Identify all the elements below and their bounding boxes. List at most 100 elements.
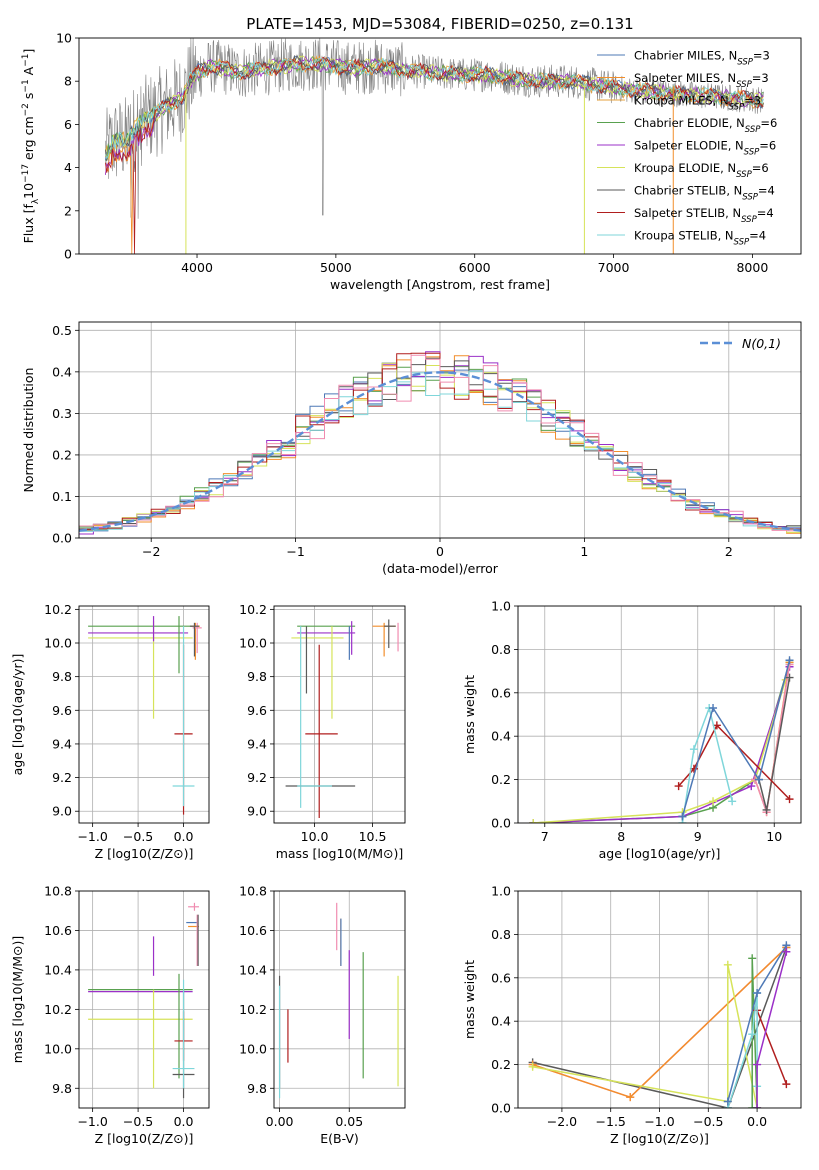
chart-residuals: −2 −1 0 1 2 0.0 0.1 0.2 0.3 0.4 0.5 (data-model)/er…	[21, 321, 802, 576]
chart-age_vs_Z: −1.0 −0.5 0.0 9.0 9.2 9.4 9.6 9.8 10.0 10.2 Z [log…	[10, 602, 210, 861]
y-tick-label: 0.6	[491, 970, 511, 985]
y-tick-label: 10.0	[44, 636, 72, 651]
weight-point-marker	[785, 673, 794, 682]
legend-entry-label: Chabrier STELIB, NSSP=4	[634, 184, 775, 203]
y-tick-label: 0.5	[52, 323, 72, 338]
chart-spectrum: 4000 5000 6000 7000 8000 0 2 4 6 8 10 wavelength [A…	[21, 31, 802, 292]
y-axis-label-part: ]	[21, 49, 36, 54]
legend-label-suffix: =3	[753, 49, 770, 63]
x-tick-label: 8	[617, 829, 625, 844]
errorbar-point	[305, 644, 338, 818]
weight-series	[529, 658, 794, 823]
x-tick-label: 0.0	[174, 829, 194, 844]
weight-point-marker	[753, 988, 762, 997]
weight-point-marker	[723, 1097, 732, 1106]
legend-label-sub: SSP	[745, 125, 761, 135]
y-tick-label: 10.0	[239, 636, 267, 651]
plot-area	[79, 322, 801, 538]
errorbar-point	[384, 619, 396, 649]
y-tick-label: 10.8	[239, 884, 267, 899]
chart-mass_vs_Z: −1.0 −0.5 0.0 9.8 10.0 10.2 10.4 10.6 10.8 Z [log…	[10, 884, 210, 1146]
chart-weight_vs_age: 7 8 9 10 0.0 0.2 0.4 0.6 0.8 1.0 age [log10(age/yr…	[462, 599, 802, 861]
legend-label-main: Kroupa ELODIE, N	[634, 161, 736, 175]
legend-label-suffix: =6	[760, 116, 777, 130]
figure-title: PLATE=1453, MJD=53084, FIBERID=0250, z=0…	[246, 15, 633, 33]
y-tick-label: 0.0	[52, 531, 72, 546]
legend-entry-label: N(0,1)	[742, 336, 781, 351]
x-tick-label: 0.05	[335, 1114, 363, 1129]
legend-label-main: Chabrier STELIB, N	[634, 184, 742, 198]
x-tick-label: 2	[725, 544, 733, 559]
legend-label-main: Kroupa STELIB, N	[634, 229, 734, 243]
y-tick-label: 10.2	[239, 1002, 267, 1017]
y-tick-label: 0.2	[491, 772, 511, 787]
weight-point-marker	[748, 1104, 757, 1108]
legend-label-sub: SSP	[736, 80, 752, 90]
axes-frame	[273, 605, 406, 824]
y-tick-label: 4	[64, 160, 72, 175]
legend-entry-label: Kroupa MILES, NSSP=3	[634, 94, 761, 113]
y-axis-label-part: −1	[21, 54, 31, 67]
y-tick-label: 0.8	[491, 642, 511, 657]
weight-point-marker	[529, 819, 538, 823]
weight-point-marker	[674, 782, 683, 791]
weight-point-marker	[785, 656, 794, 665]
y-tick-label: 2	[64, 203, 72, 218]
legend-label-suffix: =4	[758, 184, 775, 198]
gaussian-curve	[79, 371, 801, 532]
y-tick-label: 0.4	[52, 364, 72, 379]
plot-area	[518, 891, 801, 1108]
axes-frame	[78, 890, 210, 1109]
y-tick-label: 8	[64, 74, 72, 89]
y-axis-label-part: 10	[21, 183, 36, 199]
x-axis-label: (data-model)/error	[382, 561, 499, 576]
weight-series	[678, 656, 794, 821]
errorbar-point	[372, 622, 396, 657]
x-tick-label: 0.00	[266, 1114, 294, 1129]
x-tick-label: 10.0	[301, 829, 329, 844]
plot-area	[274, 606, 405, 823]
weight-point-marker	[678, 812, 687, 821]
axes-frame	[517, 890, 802, 1109]
weight-series-line	[756, 1010, 788, 1085]
x-tick-label: 5000	[320, 260, 352, 275]
y-tick-label: 10.2	[44, 1002, 72, 1017]
y-axis-label-part: s	[21, 93, 36, 104]
y-tick-label: 10.6	[44, 923, 72, 938]
x-axis-label: E(B-V)	[320, 1131, 359, 1146]
errorbar-point	[172, 785, 195, 807]
x-tick-label: 7	[541, 829, 549, 844]
y-tick-label: 9.6	[247, 703, 267, 718]
y-axis-label: Normed distribution	[21, 368, 36, 493]
legend-label-suffix: =3	[752, 71, 769, 85]
y-tick-label: 0.4	[491, 729, 511, 744]
y-axis-label-part: −17	[21, 164, 31, 183]
x-tick-label: 6000	[459, 260, 491, 275]
x-axis-label: wavelength [Angstrom, rest frame]	[330, 277, 550, 292]
weight-point-marker	[748, 1030, 757, 1039]
x-tick-label: −1.0	[644, 1114, 674, 1129]
legend-entry-label: Salpeter ELODIE, NSSP=6	[634, 139, 776, 158]
plot-area	[79, 891, 209, 1108]
weight-point-marker	[528, 1062, 537, 1071]
legend-label-suffix: =6	[752, 161, 769, 175]
x-tick-label: 0.0	[747, 1114, 767, 1129]
y-axis-label-part: λ	[31, 198, 41, 204]
x-tick-label: 8000	[736, 260, 768, 275]
y-tick-label: 1.0	[491, 884, 511, 899]
weight-point-marker	[689, 745, 698, 754]
y-tick-label: 0.8	[491, 927, 511, 942]
weight-series	[723, 941, 791, 1106]
y-tick-label: 9.6	[52, 703, 72, 718]
weight-series	[529, 662, 794, 823]
weight-point-marker	[785, 795, 794, 804]
legend-label-sub: SSP	[736, 170, 752, 180]
y-tick-label: 9.8	[52, 669, 72, 684]
weight-series	[678, 703, 737, 823]
weight-point-marker	[626, 1093, 635, 1102]
x-tick-label: 10	[766, 829, 782, 844]
legend-entry-label: Chabrier ELODIE, NSSP=6	[634, 116, 777, 135]
weight-point-marker	[728, 797, 737, 806]
y-tick-label: 10.8	[44, 884, 72, 899]
